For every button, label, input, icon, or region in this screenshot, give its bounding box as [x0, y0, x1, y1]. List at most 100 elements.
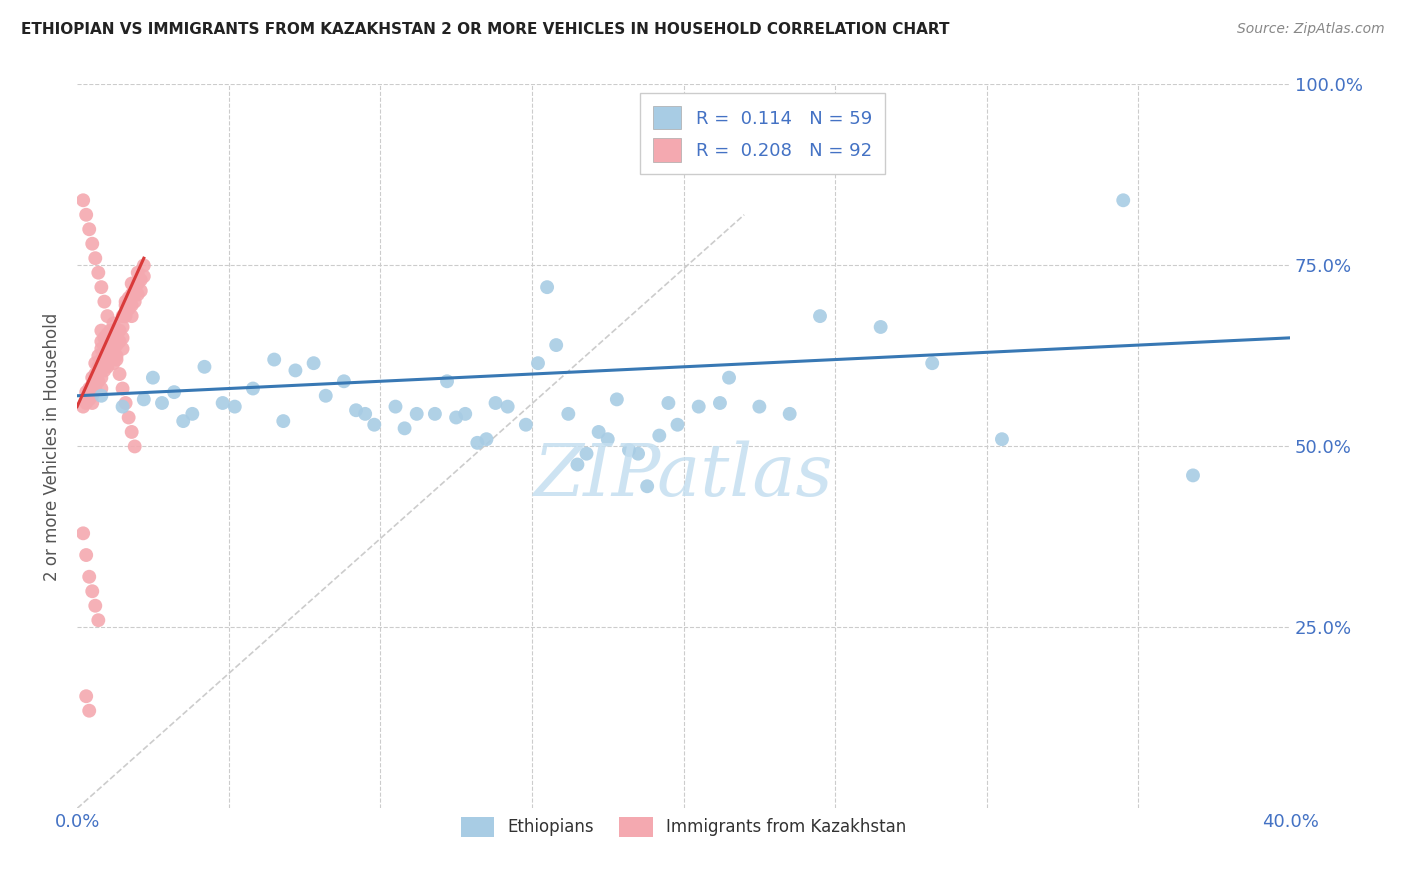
Point: [423, 407, 446, 421]
Point: [84, 599, 107, 613]
Point: [284, 363, 307, 377]
Point: [87, 266, 110, 280]
Point: [103, 334, 125, 349]
Point: [96, 338, 118, 352]
Point: [90, 324, 112, 338]
Point: [117, 410, 139, 425]
Point: [121, 287, 143, 301]
Point: [114, 396, 136, 410]
Point: [127, 266, 149, 280]
Point: [111, 309, 134, 323]
Point: [567, 458, 589, 472]
Point: [688, 400, 710, 414]
Point: [132, 392, 155, 407]
Point: [114, 294, 136, 309]
Point: [100, 345, 122, 359]
Point: [84, 370, 107, 384]
Point: [84, 382, 107, 396]
Point: [117, 291, 139, 305]
Point: [666, 417, 689, 432]
Point: [496, 400, 519, 414]
Point: [1112, 194, 1135, 208]
Point: [72, 400, 94, 414]
Point: [105, 352, 128, 367]
Point: [991, 432, 1014, 446]
Point: [921, 356, 943, 370]
Point: [515, 417, 537, 432]
Point: [636, 479, 658, 493]
Point: [108, 334, 131, 349]
Point: [90, 370, 112, 384]
Point: [82, 396, 104, 410]
Point: [127, 277, 149, 291]
Point: [96, 327, 118, 342]
Point: [100, 324, 122, 338]
Point: [617, 443, 640, 458]
Point: [96, 309, 118, 323]
Point: [121, 309, 143, 323]
Point: [124, 294, 146, 309]
Point: [77, 222, 100, 236]
Point: [596, 432, 619, 446]
Point: [103, 317, 125, 331]
Point: [129, 284, 152, 298]
Point: [748, 400, 770, 414]
Point: [657, 396, 679, 410]
Point: [454, 407, 477, 421]
Point: [709, 396, 731, 410]
Point: [436, 374, 458, 388]
Point: [90, 342, 112, 356]
Point: [484, 396, 506, 410]
Point: [475, 432, 498, 446]
Point: [90, 389, 112, 403]
Point: [103, 345, 125, 359]
Point: [87, 363, 110, 377]
Point: [121, 425, 143, 439]
Point: [405, 407, 427, 421]
Point: [75, 208, 97, 222]
Point: [77, 704, 100, 718]
Point: [333, 374, 356, 388]
Point: [111, 331, 134, 345]
Point: [129, 273, 152, 287]
Point: [111, 342, 134, 356]
Point: [271, 414, 294, 428]
Point: [84, 367, 107, 381]
Point: [344, 403, 367, 417]
Point: [588, 425, 610, 439]
Point: [96, 359, 118, 374]
Point: [557, 407, 579, 421]
Point: [93, 331, 115, 345]
Point: [105, 349, 128, 363]
Text: ZIPatlas: ZIPatlas: [534, 440, 834, 510]
Point: [75, 548, 97, 562]
Point: [211, 396, 233, 410]
Text: Source: ZipAtlas.com: Source: ZipAtlas.com: [1237, 22, 1385, 37]
Point: [142, 370, 165, 384]
Point: [193, 359, 215, 374]
Point: [181, 407, 204, 421]
Point: [77, 570, 100, 584]
Point: [105, 338, 128, 352]
Point: [124, 284, 146, 298]
Point: [82, 236, 104, 251]
Point: [648, 428, 671, 442]
Point: [77, 382, 100, 396]
Point: [124, 439, 146, 453]
Point: [546, 338, 568, 352]
Point: [90, 359, 112, 374]
Point: [263, 352, 285, 367]
Point: [354, 407, 377, 421]
Point: [90, 352, 112, 367]
Point: [90, 280, 112, 294]
Point: [718, 370, 741, 384]
Point: [87, 349, 110, 363]
Point: [75, 690, 97, 704]
Point: [302, 356, 325, 370]
Point: [132, 269, 155, 284]
Point: [1181, 468, 1204, 483]
Point: [536, 280, 558, 294]
Point: [384, 400, 406, 414]
Point: [72, 194, 94, 208]
Point: [87, 359, 110, 374]
